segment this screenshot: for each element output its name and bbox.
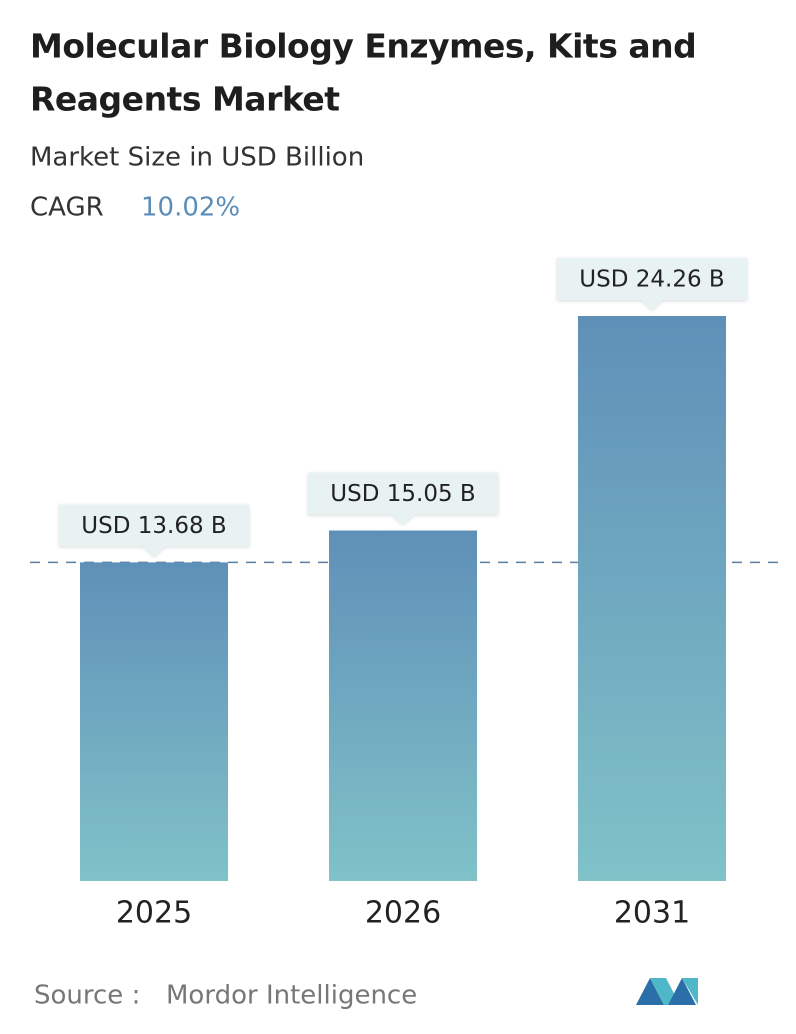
data-label: USD 13.68 B bbox=[81, 513, 226, 539]
chart-title: Reagents Market bbox=[30, 80, 340, 119]
value-label: USD 13.68 B bbox=[59, 504, 249, 557]
source-label: Source : bbox=[34, 981, 140, 1011]
logo bbox=[636, 978, 698, 1005]
chart-title: Molecular Biology Enzymes, Kits and bbox=[30, 27, 696, 66]
data-label: USD 24.26 B bbox=[579, 267, 724, 293]
value-label: USD 24.26 B bbox=[557, 258, 747, 310]
source: Mordor Intelligence bbox=[166, 981, 417, 1011]
value-label: USD 15.05 B bbox=[308, 472, 498, 525]
data-label: USD 15.05 B bbox=[330, 481, 475, 507]
label-box bbox=[557, 258, 747, 310]
bar bbox=[80, 562, 228, 881]
cagr-value: 10.02% bbox=[141, 193, 240, 223]
x-tick-label: 2025 bbox=[116, 896, 192, 931]
bar bbox=[329, 530, 477, 881]
chart-subtitle: Market Size in USD Billion bbox=[30, 143, 364, 173]
cagr-label: CAGR bbox=[30, 193, 104, 223]
label-box bbox=[59, 504, 249, 557]
x-tick-label: 2026 bbox=[365, 896, 441, 931]
bar bbox=[578, 316, 726, 881]
x-tick-label: 2031 bbox=[614, 896, 690, 931]
label-box bbox=[308, 472, 498, 525]
